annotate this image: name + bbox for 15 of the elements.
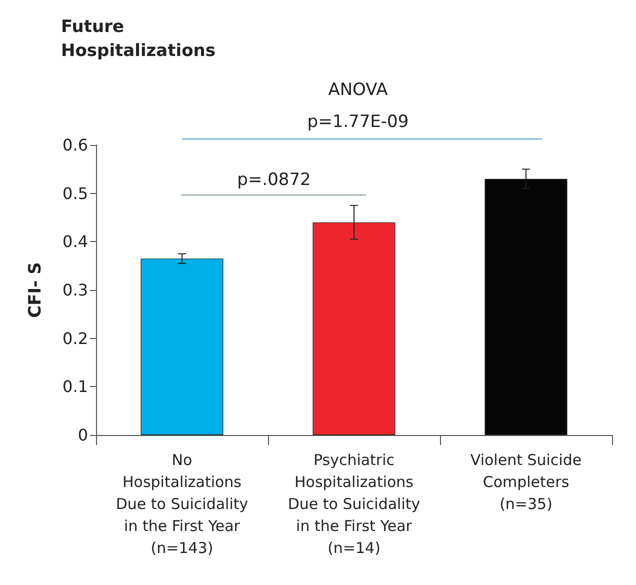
x-tick-label: No Hospitalizations Due to Suicidality in the First Year (n=143)	[116, 451, 248, 557]
y-tick-label: 0.3	[62, 280, 88, 300]
y-tick-label: 0.4	[62, 232, 88, 252]
y-tick-label: 0.1	[62, 377, 88, 396]
y-tick-label: 0	[78, 426, 88, 444]
chart-title: Future Hospitalizations	[61, 17, 216, 61]
x-tick-label: Violent Suicide Completers (n=35)	[470, 451, 582, 513]
y-tick-label: 0.6	[62, 136, 88, 154]
y-axis-title: CFI- S	[26, 262, 46, 318]
text: p=1.77E-09	[307, 112, 409, 132]
y-tick-label: 0.2	[62, 328, 88, 348]
text: ANOVA	[328, 80, 388, 100]
annotation: p=.0872	[237, 170, 311, 190]
x-tick-label: Psychiatric Hospitalizations Due to Suicidality in the First Year (n=14)	[288, 451, 420, 557]
y-tick-label: 0.5	[62, 184, 88, 203]
